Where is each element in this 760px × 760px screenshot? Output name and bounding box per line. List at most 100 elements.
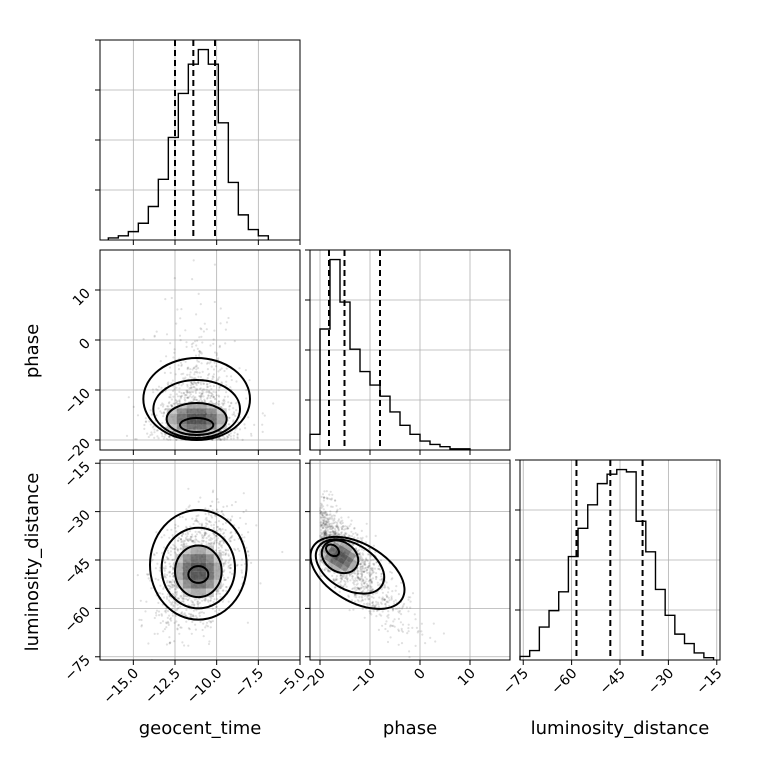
scatter-point	[322, 499, 325, 502]
scatter-point	[375, 576, 378, 579]
y-tick-label: −15	[62, 459, 94, 491]
scatter-point	[319, 535, 322, 539]
scatter-point	[172, 604, 175, 607]
scatter-point	[353, 593, 356, 596]
scatter-point	[365, 568, 368, 572]
scatter-point	[177, 597, 180, 600]
scatter-point	[372, 544, 375, 547]
scatter-point	[198, 387, 201, 391]
scatter-point	[162, 566, 165, 569]
scatter-point	[169, 601, 172, 604]
density-cell	[213, 571, 222, 580]
scatter-point	[332, 577, 335, 581]
scatter-point	[188, 612, 191, 615]
scatter-point	[319, 511, 323, 514]
scatter-point	[195, 616, 198, 619]
scatter-point	[325, 568, 328, 571]
scatter-point	[263, 414, 266, 417]
scatter-point	[208, 372, 211, 375]
scatter-point	[319, 559, 322, 563]
scatter-point	[214, 610, 217, 613]
scatter-point	[186, 385, 189, 388]
scatter-point	[225, 585, 228, 589]
scatter-point	[366, 589, 370, 592]
scatter-point	[321, 511, 324, 514]
scatter-point	[358, 578, 361, 582]
scatter-point	[362, 561, 365, 564]
scatter-point	[192, 615, 195, 618]
scatter-point	[356, 599, 359, 602]
scatter-point	[193, 371, 196, 374]
y-tick-label: 10	[70, 286, 94, 310]
scatter-point	[230, 536, 233, 539]
scatter-point	[197, 381, 200, 384]
scatter-point	[205, 624, 208, 627]
scatter-point	[357, 587, 360, 591]
density-cell	[175, 571, 183, 580]
scatter-point	[150, 413, 154, 416]
scatter-point	[169, 404, 172, 407]
scatter-point	[168, 580, 171, 583]
scatter-point	[356, 576, 359, 580]
scatter-point	[189, 538, 192, 542]
scatter-point	[340, 575, 343, 579]
scatter-point	[356, 534, 359, 537]
scatter-point	[222, 505, 225, 508]
scatter-point	[203, 533, 206, 536]
scatter-point	[210, 400, 213, 403]
scatter-point	[175, 609, 178, 612]
scatter-point	[325, 513, 328, 516]
scatter-point	[199, 395, 202, 398]
scatter-point	[330, 515, 333, 518]
scatter-point	[209, 621, 212, 624]
scatter-point	[401, 630, 404, 633]
scatter-point	[281, 550, 284, 554]
scatter-point	[189, 535, 193, 538]
scatter-point	[171, 601, 174, 604]
scatter-point	[168, 614, 171, 617]
scatter-point	[199, 375, 202, 379]
scatter-point	[206, 519, 209, 522]
scatter-point	[200, 335, 203, 338]
scatter-point	[149, 409, 152, 412]
scatter-point	[337, 528, 340, 531]
scatter-point	[180, 538, 183, 541]
scatter-point	[217, 501, 220, 504]
scatter-point	[136, 414, 140, 417]
scatter-point	[221, 528, 224, 531]
scatter-point	[223, 398, 226, 401]
scatter-point	[356, 572, 359, 575]
scatter-point	[365, 603, 368, 606]
scatter-point	[229, 537, 232, 540]
scatter-point	[201, 535, 204, 538]
scatter-point	[160, 411, 163, 415]
scatter-point	[162, 630, 165, 633]
scatter-point	[181, 597, 184, 600]
scatter-point	[325, 534, 328, 537]
scatter-point	[225, 586, 228, 589]
scatter-point	[356, 586, 359, 589]
scatter-point	[176, 627, 179, 630]
scatter-point	[176, 400, 179, 403]
scatter-point	[326, 504, 329, 507]
scatter-point	[372, 558, 375, 561]
scatter-point	[328, 569, 331, 572]
scatter-point	[324, 533, 327, 536]
scatter-point	[188, 391, 191, 394]
scatter-point	[331, 531, 335, 534]
scatter-point	[164, 611, 167, 614]
scatter-point	[371, 571, 374, 574]
scatter-point	[347, 594, 350, 597]
scatter-point	[160, 614, 163, 617]
scatter-point	[192, 541, 195, 544]
scatter-point	[374, 575, 378, 579]
scatter-point	[193, 340, 197, 343]
scatter-point	[215, 606, 218, 609]
scatter-point	[242, 492, 245, 495]
scatter-point	[333, 533, 336, 536]
scatter-point	[225, 589, 228, 593]
scatter-point	[169, 617, 172, 620]
scatter-point	[210, 516, 214, 519]
scatter-point	[359, 572, 362, 575]
scatter-point	[390, 595, 393, 598]
